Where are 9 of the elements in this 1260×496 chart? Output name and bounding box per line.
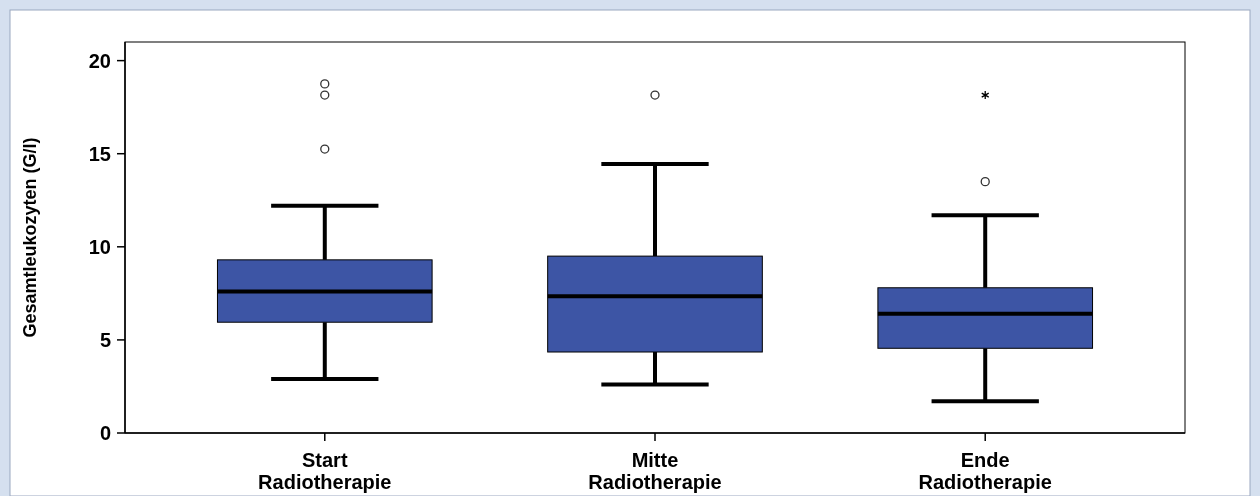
y-axis-title: Gesamtleukozyten (G/l)	[20, 137, 40, 338]
x-tick-label: Mitte Radiotherapie	[588, 449, 722, 493]
x-tick-label: Start Radiotherapie	[258, 449, 392, 493]
x-tick-label: Ende Radiotherapie	[918, 449, 1052, 493]
y-tick-label: 15	[88, 142, 111, 165]
y-tick-label: 0	[99, 422, 111, 444]
y-tick-label: 20	[88, 49, 111, 72]
y-tick-label: 5	[99, 328, 111, 351]
y-tick-label: 10	[88, 235, 111, 258]
